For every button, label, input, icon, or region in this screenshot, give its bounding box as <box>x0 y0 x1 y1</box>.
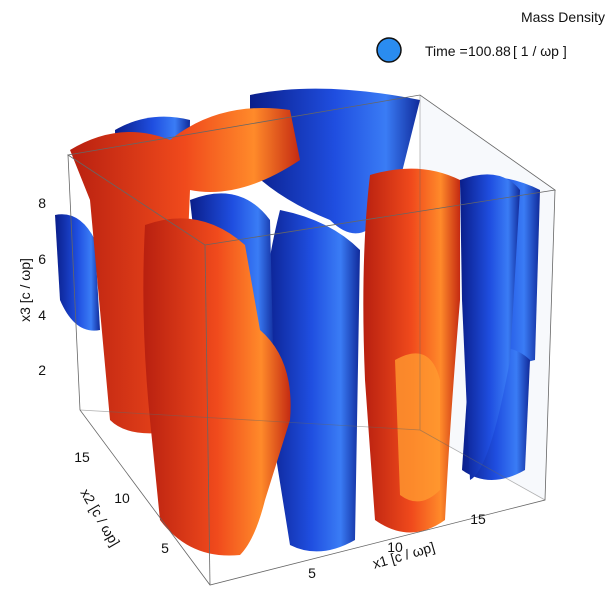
tick-label: 8 <box>38 195 46 211</box>
time-label: Time = <box>425 43 468 59</box>
tick-label: 10 <box>387 539 403 555</box>
tick-label: 10 <box>114 490 130 506</box>
tick-label: 6 <box>38 251 46 267</box>
axis-label: x1 [c / ωp] <box>371 539 437 572</box>
time-value: 100.88 <box>468 43 511 59</box>
legend-marker <box>377 38 401 62</box>
tick-label: 2 <box>38 362 46 378</box>
title: Mass Density <box>521 9 605 25</box>
tick-label: 5 <box>308 565 316 581</box>
volume-render <box>55 89 555 556</box>
tick-label: 15 <box>470 511 486 527</box>
tick-label: 5 <box>161 540 169 556</box>
tick-label: 15 <box>74 449 90 465</box>
time-unit: [ 1 / ωp ] <box>513 43 567 59</box>
axis-label: x3 [c / ωp] <box>17 258 33 322</box>
figure: Mass Density Time = 100.88 [ 1 / ωp ] x3… <box>0 0 609 594</box>
tick-label: 4 <box>38 307 46 323</box>
